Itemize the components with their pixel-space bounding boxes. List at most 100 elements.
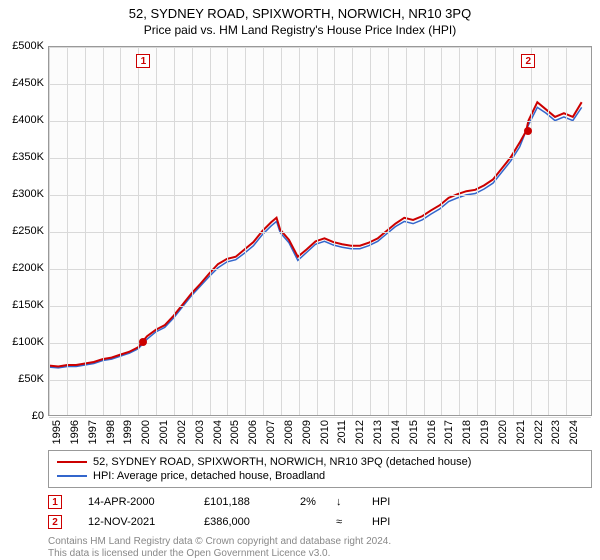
legend-label: 52, SYDNEY ROAD, SPIXWORTH, NORWICH, NR1… bbox=[93, 455, 471, 469]
gridline-vertical bbox=[138, 47, 139, 415]
gridline-vertical bbox=[317, 47, 318, 415]
x-tick-label: 2018 bbox=[461, 420, 473, 444]
x-tick-label: 2004 bbox=[212, 420, 224, 444]
chart-area: 12 1995199619971998199920002001200220032… bbox=[48, 46, 592, 416]
y-tick-label: £200K bbox=[12, 262, 44, 274]
x-tick-label: 2001 bbox=[158, 420, 170, 444]
gridline-horizontal bbox=[49, 306, 591, 307]
marker-box-2: 2 bbox=[521, 54, 535, 68]
y-tick-label: £400K bbox=[12, 114, 44, 126]
gridline-vertical bbox=[85, 47, 86, 415]
marker-box-1: 1 bbox=[136, 54, 150, 68]
footer-attribution: Contains HM Land Registry data © Crown c… bbox=[48, 536, 592, 560]
legend-row: HPI: Average price, detached house, Broa… bbox=[57, 469, 583, 483]
event-date: 12-NOV-2021 bbox=[88, 516, 198, 528]
x-tick-label: 1996 bbox=[69, 420, 81, 444]
gridline-vertical bbox=[192, 47, 193, 415]
legend-row: 52, SYDNEY ROAD, SPIXWORTH, NORWICH, NR1… bbox=[57, 455, 583, 469]
footer-line-2: This data is licensed under the Open Gov… bbox=[48, 548, 592, 560]
legend: 52, SYDNEY ROAD, SPIXWORTH, NORWICH, NR1… bbox=[48, 450, 592, 488]
gridline-horizontal bbox=[49, 121, 591, 122]
x-tick-label: 2011 bbox=[336, 420, 348, 444]
gridline-vertical bbox=[334, 47, 335, 415]
x-tick-label: 2007 bbox=[265, 420, 277, 444]
gridline-vertical bbox=[299, 47, 300, 415]
transaction-point-1 bbox=[139, 338, 147, 346]
gridline-vertical bbox=[120, 47, 121, 415]
x-tick-label: 2012 bbox=[354, 420, 366, 444]
x-tick-label: 1998 bbox=[105, 420, 117, 444]
y-tick-label: £300K bbox=[12, 188, 44, 200]
event-pct: 2% bbox=[300, 496, 330, 508]
gridline-vertical bbox=[281, 47, 282, 415]
event-marker-2: 2 bbox=[48, 515, 62, 529]
legend-swatch bbox=[57, 475, 87, 477]
gridline-vertical bbox=[459, 47, 460, 415]
event-vs: HPI bbox=[372, 516, 402, 528]
x-tick-label: 2024 bbox=[568, 420, 580, 444]
gridline-vertical bbox=[49, 47, 50, 415]
event-price: £101,188 bbox=[204, 496, 294, 508]
event-price: £386,000 bbox=[204, 516, 294, 528]
gridline-horizontal bbox=[49, 195, 591, 196]
chart-container: { "title": { "line1": "52, SYDNEY ROAD, … bbox=[0, 0, 600, 560]
legend-swatch bbox=[57, 461, 87, 463]
gridline-horizontal bbox=[49, 47, 591, 48]
gridline-vertical bbox=[227, 47, 228, 415]
x-tick-label: 2015 bbox=[408, 420, 420, 444]
event-vs: HPI bbox=[372, 496, 402, 508]
event-marker-1: 1 bbox=[48, 495, 62, 509]
gridline-horizontal bbox=[49, 158, 591, 159]
x-tick-label: 2014 bbox=[390, 420, 402, 444]
transaction-events: 114-APR-2000£101,1882%↓HPI212-NOV-2021£3… bbox=[48, 492, 592, 532]
gridline-horizontal bbox=[49, 343, 591, 344]
x-tick-label: 2002 bbox=[176, 420, 188, 444]
x-tick-label: 2016 bbox=[426, 420, 438, 444]
x-tick-label: 2021 bbox=[515, 420, 527, 444]
gridline-vertical bbox=[531, 47, 532, 415]
transaction-point-2 bbox=[524, 127, 532, 135]
x-tick-label: 2023 bbox=[550, 420, 562, 444]
x-tick-label: 1995 bbox=[51, 420, 63, 444]
gridline-vertical bbox=[103, 47, 104, 415]
gridline-vertical bbox=[424, 47, 425, 415]
x-tick-label: 2013 bbox=[372, 420, 384, 444]
gridline-vertical bbox=[210, 47, 211, 415]
gridline-horizontal bbox=[49, 417, 591, 418]
gridline-vertical bbox=[566, 47, 567, 415]
x-tick-label: 2008 bbox=[283, 420, 295, 444]
gridline-vertical bbox=[67, 47, 68, 415]
gridline-vertical bbox=[406, 47, 407, 415]
plot-area: 12 bbox=[48, 46, 592, 416]
gridline-horizontal bbox=[49, 269, 591, 270]
y-tick-label: £100K bbox=[12, 336, 44, 348]
y-tick-label: £350K bbox=[12, 151, 44, 163]
event-row: 114-APR-2000£101,1882%↓HPI bbox=[48, 492, 592, 512]
gridline-vertical bbox=[548, 47, 549, 415]
x-tick-label: 2006 bbox=[247, 420, 259, 444]
event-arrow: ≈ bbox=[336, 516, 366, 528]
x-tick-label: 2022 bbox=[533, 420, 545, 444]
y-tick-label: £0 bbox=[32, 410, 44, 422]
x-tick-label: 1999 bbox=[122, 420, 134, 444]
gridline-vertical bbox=[477, 47, 478, 415]
footer-line-1: Contains HM Land Registry data © Crown c… bbox=[48, 536, 592, 548]
x-tick-label: 2017 bbox=[443, 420, 455, 444]
y-tick-label: £500K bbox=[12, 40, 44, 52]
x-tick-label: 2005 bbox=[229, 420, 241, 444]
gridline-vertical bbox=[370, 47, 371, 415]
x-tick-label: 1997 bbox=[87, 420, 99, 444]
x-tick-label: 2009 bbox=[301, 420, 313, 444]
title-line-2: Price paid vs. HM Land Registry's House … bbox=[0, 23, 600, 37]
gridline-vertical bbox=[156, 47, 157, 415]
gridline-vertical bbox=[263, 47, 264, 415]
gridline-vertical bbox=[441, 47, 442, 415]
x-tick-label: 2010 bbox=[319, 420, 331, 444]
y-tick-label: £150K bbox=[12, 299, 44, 311]
gridline-vertical bbox=[245, 47, 246, 415]
title-line-1: 52, SYDNEY ROAD, SPIXWORTH, NORWICH, NR1… bbox=[0, 6, 600, 21]
y-tick-label: £50K bbox=[18, 373, 44, 385]
legend-label: HPI: Average price, detached house, Broa… bbox=[93, 469, 325, 483]
x-tick-label: 2000 bbox=[140, 420, 152, 444]
event-date: 14-APR-2000 bbox=[88, 496, 198, 508]
